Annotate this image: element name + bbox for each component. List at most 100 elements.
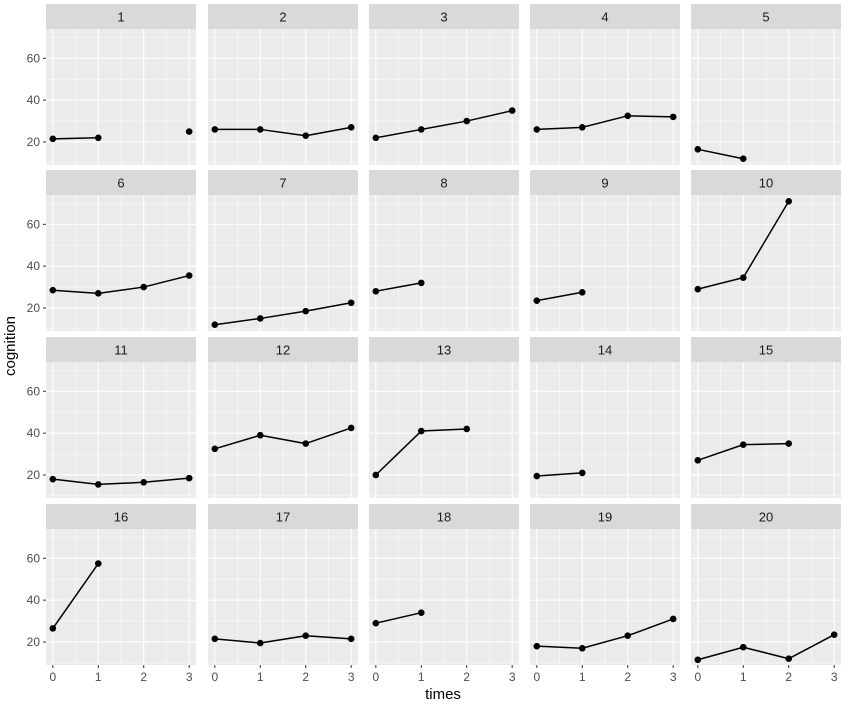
x-tick-label: 1 bbox=[95, 670, 102, 684]
facet-strip-label: 4 bbox=[601, 10, 608, 25]
y-axis-title: cognition bbox=[2, 316, 19, 376]
x-axis-title: times bbox=[425, 686, 461, 703]
y-tick-label: 40 bbox=[27, 259, 41, 273]
facet-strip-label: 6 bbox=[117, 176, 124, 191]
x-tick-label: 0 bbox=[211, 670, 218, 684]
data-point bbox=[49, 286, 57, 294]
data-point bbox=[533, 472, 541, 480]
y-tick-label: 40 bbox=[27, 426, 41, 440]
facet-strip-label: 15 bbox=[759, 343, 773, 358]
data-point bbox=[302, 632, 310, 640]
series-line-segment bbox=[697, 646, 744, 661]
data-point bbox=[372, 287, 380, 295]
y-tick-label: 20 bbox=[27, 635, 41, 649]
facet-strip bbox=[369, 337, 519, 362]
x-tick-label: 2 bbox=[140, 670, 147, 684]
facet-strip-label: 3 bbox=[440, 10, 447, 25]
series-line-segment bbox=[214, 317, 261, 326]
facet-strip bbox=[208, 4, 358, 29]
x-tick-label: 2 bbox=[624, 670, 631, 684]
facet-strip-label: 19 bbox=[598, 510, 612, 525]
data-point bbox=[578, 644, 586, 652]
facet-strip-label: 12 bbox=[276, 343, 290, 358]
series-line-segment bbox=[697, 276, 744, 290]
facet-13: 13 bbox=[369, 337, 519, 498]
data-point bbox=[785, 655, 793, 663]
x-tick-label: 3 bbox=[186, 670, 193, 684]
facet-3: 3 bbox=[369, 4, 519, 165]
series-line-segment bbox=[536, 126, 583, 131]
data-point bbox=[739, 155, 747, 163]
data-point bbox=[372, 471, 380, 479]
facet-20: 20 bbox=[691, 504, 841, 665]
facet-strip bbox=[46, 504, 196, 529]
y-tick-label: 20 bbox=[27, 301, 41, 315]
facet-strip bbox=[530, 170, 680, 195]
series-line-segment bbox=[260, 310, 306, 320]
facet-strip bbox=[208, 504, 358, 529]
data-point bbox=[785, 197, 793, 205]
data-point bbox=[211, 126, 219, 133]
data-point bbox=[372, 134, 380, 142]
facet-strip bbox=[691, 337, 841, 362]
y-tick-label: 40 bbox=[27, 593, 41, 607]
facet-10: 10 bbox=[691, 170, 841, 331]
data-point bbox=[94, 290, 102, 297]
y-tick-label: 60 bbox=[27, 51, 41, 65]
data-point bbox=[49, 625, 57, 632]
data-point bbox=[140, 479, 148, 486]
series-line-segment bbox=[742, 200, 790, 279]
y-tick-label: 60 bbox=[27, 551, 41, 565]
series-line-segment bbox=[582, 634, 628, 649]
series-line-segment bbox=[743, 646, 789, 660]
data-point bbox=[694, 457, 702, 464]
data-point bbox=[508, 107, 516, 114]
series-line-segment bbox=[143, 477, 190, 484]
data-point bbox=[533, 297, 541, 304]
facet-strip bbox=[530, 504, 680, 529]
series-line-segment bbox=[375, 611, 422, 624]
data-point bbox=[94, 481, 102, 488]
data-point bbox=[185, 474, 193, 482]
series-line-segment bbox=[627, 618, 674, 637]
series-line-segment bbox=[536, 291, 583, 302]
facet-7: 7 bbox=[208, 170, 358, 331]
facet-strip-label: 17 bbox=[276, 510, 290, 525]
facet-strip-label: 5 bbox=[762, 10, 769, 25]
series-line-segment bbox=[305, 126, 352, 137]
x-tick-label: 1 bbox=[579, 670, 586, 684]
series-line-segment bbox=[697, 148, 744, 160]
facet-18: 18 bbox=[369, 504, 519, 665]
series-line-segment bbox=[305, 634, 352, 640]
facet-strip-label: 2 bbox=[279, 10, 286, 25]
x-tick-label: 3 bbox=[509, 670, 516, 684]
x-tick-label: 2 bbox=[463, 670, 470, 684]
series-line-segment bbox=[536, 645, 583, 650]
data-point bbox=[256, 639, 264, 647]
x-tick-label: 2 bbox=[302, 670, 309, 684]
data-point bbox=[94, 560, 102, 567]
facet-strip bbox=[691, 170, 841, 195]
series-line-segment bbox=[260, 634, 306, 644]
facet-1: 1 bbox=[46, 4, 196, 165]
facet-strip-label: 16 bbox=[114, 510, 128, 525]
data-point bbox=[302, 307, 310, 315]
facet-strip bbox=[530, 337, 680, 362]
facet-19: 19 bbox=[530, 504, 680, 665]
x-tick-label: 3 bbox=[348, 670, 355, 684]
x-tick-label: 1 bbox=[418, 670, 425, 684]
facet-12: 12 bbox=[208, 337, 358, 498]
data-point bbox=[694, 146, 702, 153]
facet-15: 15 bbox=[691, 337, 841, 498]
data-point bbox=[694, 285, 702, 293]
series-line-segment bbox=[52, 478, 99, 486]
data-point bbox=[256, 431, 264, 439]
series-line-segment bbox=[582, 115, 628, 129]
x-tick-label: 0 bbox=[49, 670, 56, 684]
series-line-segment bbox=[375, 430, 422, 476]
data-point bbox=[49, 475, 57, 483]
facet-strip bbox=[46, 170, 196, 195]
y-tick-label: 60 bbox=[27, 384, 41, 398]
